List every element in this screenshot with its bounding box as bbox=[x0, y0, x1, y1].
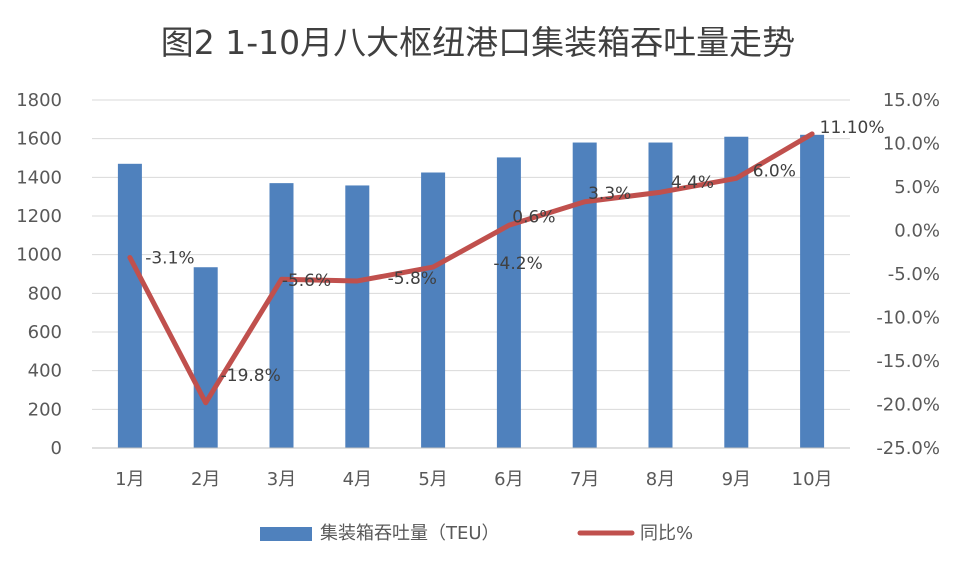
x-tick-label: 1月 bbox=[115, 469, 144, 490]
y-left-tick-label: 600 bbox=[28, 322, 62, 343]
y-left-tick-label: 1800 bbox=[16, 90, 62, 111]
gridlines bbox=[92, 99, 850, 449]
line-series-path bbox=[127, 131, 815, 406]
y-left-tick-label: 1200 bbox=[16, 206, 62, 227]
x-tick-label: 4月 bbox=[343, 469, 372, 490]
bar bbox=[117, 163, 142, 449]
bar bbox=[269, 183, 294, 448]
y-left-tick-label: 200 bbox=[28, 399, 62, 420]
y-right-tick-label: -5.0% bbox=[888, 264, 940, 285]
legend-label-line: 同比% bbox=[640, 523, 693, 544]
bar bbox=[800, 134, 825, 449]
bar bbox=[345, 185, 370, 448]
data-label: 3.3% bbox=[588, 184, 631, 204]
x-tick-label: 6月 bbox=[494, 469, 523, 490]
y-right-tick-label: 0.0% bbox=[894, 221, 940, 242]
legend: 集装箱吞吐量（TEU） 同比% bbox=[260, 523, 693, 544]
y-right-tick-label: 5.0% bbox=[894, 177, 940, 198]
y-right-tick-label: -20.0% bbox=[876, 395, 940, 416]
chart-title: 图2 1-10月八大枢纽港口集装箱吞吐量走势 bbox=[161, 23, 795, 62]
y-right-tick-label: -10.0% bbox=[876, 308, 940, 329]
bar bbox=[724, 136, 749, 448]
y-left-tick-label: 400 bbox=[28, 361, 62, 382]
x-tick-label: 5月 bbox=[418, 469, 447, 490]
x-tick-label: 3月 bbox=[267, 469, 296, 490]
legend-label-bar: 集装箱吞吐量（TEU） bbox=[320, 523, 500, 544]
data-label: 4.4% bbox=[671, 173, 714, 193]
bar bbox=[572, 142, 597, 449]
data-label: -5.6% bbox=[282, 271, 331, 291]
y-left-tick-label: 1600 bbox=[16, 129, 62, 150]
x-tick-label: 9月 bbox=[722, 469, 751, 490]
data-label: 0.6% bbox=[512, 207, 555, 227]
data-label: -19.8% bbox=[221, 366, 281, 386]
bar bbox=[193, 267, 218, 448]
bar-series bbox=[117, 134, 825, 449]
y-right-tick-label: -25.0% bbox=[876, 438, 940, 459]
y-right-tick-label: -15.0% bbox=[876, 351, 940, 372]
data-labels: -3.1% -19.8% -5.6% -5.8% -4.2% 0.6% 3.3% 4.4% 6.… bbox=[145, 118, 884, 386]
x-tick-label: 2月 bbox=[191, 469, 220, 490]
data-label: 11.10% bbox=[820, 118, 885, 138]
x-tick-label: 8月 bbox=[646, 469, 675, 490]
x-tick-label: 7月 bbox=[570, 469, 599, 490]
data-label: 6.0% bbox=[753, 161, 796, 181]
data-label: -3.1% bbox=[145, 248, 194, 268]
y-left-tick-label: 800 bbox=[28, 283, 62, 304]
legend-swatch-bar bbox=[260, 527, 312, 541]
y-left-tick-label: 0 bbox=[51, 438, 62, 459]
bar bbox=[496, 157, 521, 449]
y-right-tick-label: 15.0% bbox=[883, 90, 940, 111]
x-tick-label: 10月 bbox=[792, 469, 833, 490]
axes: 0 200 400 600 800 1000 1200 1400 1600 1800 -25.0% -… bbox=[16, 90, 940, 490]
bar bbox=[421, 172, 446, 448]
y-right-tick-label: 10.0% bbox=[883, 134, 940, 155]
y-left-tick-label: 1000 bbox=[16, 245, 62, 266]
data-label: -5.8% bbox=[388, 269, 437, 289]
y-left-tick-label: 1400 bbox=[16, 167, 62, 188]
line-series bbox=[127, 131, 815, 406]
data-label: -4.2% bbox=[493, 254, 542, 274]
